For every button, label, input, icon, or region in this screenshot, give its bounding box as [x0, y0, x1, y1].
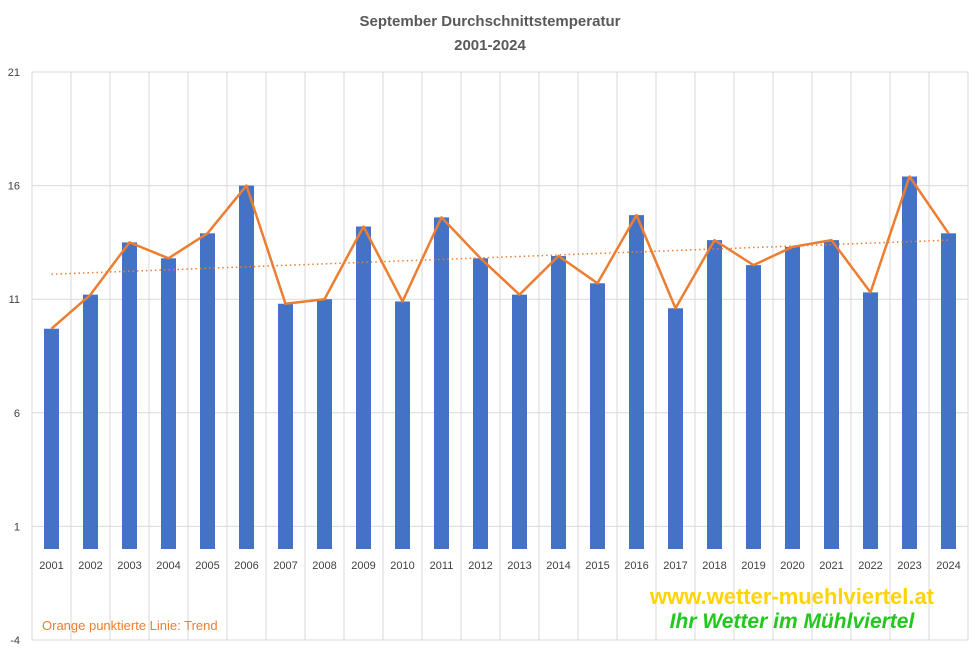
y-tick-label: 6 — [14, 408, 20, 420]
gridlines — [31, 71, 969, 641]
x-tick-label: 2012 — [468, 560, 492, 572]
x-tick-label: 2006 — [234, 560, 258, 572]
x-tick-label: 2019 — [741, 560, 765, 572]
x-tick-label: 2005 — [195, 560, 219, 572]
watermark-url: www.wetter-muehlviertel.at — [649, 584, 935, 609]
x-tick-label: 2015 — [585, 560, 609, 572]
bar-2014 — [551, 256, 566, 549]
series-line — [50, 175, 950, 330]
x-tick-label: 2013 — [507, 560, 531, 572]
bars — [44, 176, 956, 550]
bar-2001 — [44, 328, 59, 549]
x-tick-label: 2009 — [351, 560, 375, 572]
x-tick-label: 2024 — [936, 560, 960, 572]
bar-2003 — [122, 242, 137, 549]
bar-2020 — [785, 246, 800, 549]
y-tick-label: 16 — [8, 181, 20, 193]
bar-2007 — [278, 303, 293, 549]
bar-2005 — [200, 233, 215, 549]
bar-2019 — [746, 265, 761, 549]
bar-2021 — [824, 240, 839, 550]
watermark-slogan: Ihr Wetter im Mühlviertel — [670, 610, 916, 633]
y-tick-label: -4 — [10, 635, 20, 647]
x-tick-label: 2022 — [858, 560, 882, 572]
y-tick-label: 1 — [14, 521, 20, 533]
bar-2008 — [317, 299, 332, 549]
x-tick-label: 2023 — [897, 560, 921, 572]
x-tick-label: 2004 — [156, 560, 180, 572]
bar-2004 — [161, 258, 176, 549]
bar-2009 — [356, 226, 371, 549]
bar-2011 — [434, 217, 449, 549]
chart-title: September Durchschnittstemperatur — [360, 13, 621, 30]
x-tick-label: 2001 — [39, 560, 63, 572]
x-axis-ticks: 2001 2002 2003 2004 2005 2006 2007 2008 2009 2010… — [39, 560, 960, 572]
x-tick-label: 2011 — [430, 560, 454, 572]
chart-subtitle: 2001-2024 — [454, 37, 526, 54]
bar-2017 — [668, 308, 683, 549]
bar-2006 — [239, 185, 254, 549]
trend-annotation: Orange punktierte Linie: Trend — [42, 618, 218, 633]
bar-2002 — [83, 294, 98, 549]
bar-2023 — [902, 176, 917, 549]
x-tick-label: 2016 — [624, 560, 648, 572]
y-axis-ticks: 21 16 11 6 1 -4 — [8, 67, 20, 647]
x-tick-label: 2002 — [78, 560, 102, 572]
x-tick-label: 2008 — [312, 560, 336, 572]
bar-2016 — [629, 215, 644, 550]
bar-2015 — [590, 283, 605, 549]
bar-2012 — [473, 258, 488, 549]
x-tick-label: 2021 — [819, 560, 843, 572]
bar-2024 — [941, 233, 956, 549]
bar-2010 — [395, 301, 410, 549]
x-tick-label: 2010 — [390, 560, 414, 572]
bar-2022 — [863, 292, 878, 549]
x-tick-label: 2018 — [702, 560, 726, 572]
x-tick-label: 2020 — [780, 560, 804, 572]
x-tick-label: 2014 — [546, 560, 570, 572]
x-tick-label: 2017 — [663, 560, 687, 572]
bar-2013 — [512, 294, 527, 549]
x-tick-label: 2007 — [273, 560, 297, 572]
x-tick-label: 2003 — [117, 560, 141, 572]
y-tick-label: 21 — [8, 67, 20, 79]
y-tick-label: 11 — [9, 294, 20, 306]
bar-2018 — [707, 240, 722, 550]
